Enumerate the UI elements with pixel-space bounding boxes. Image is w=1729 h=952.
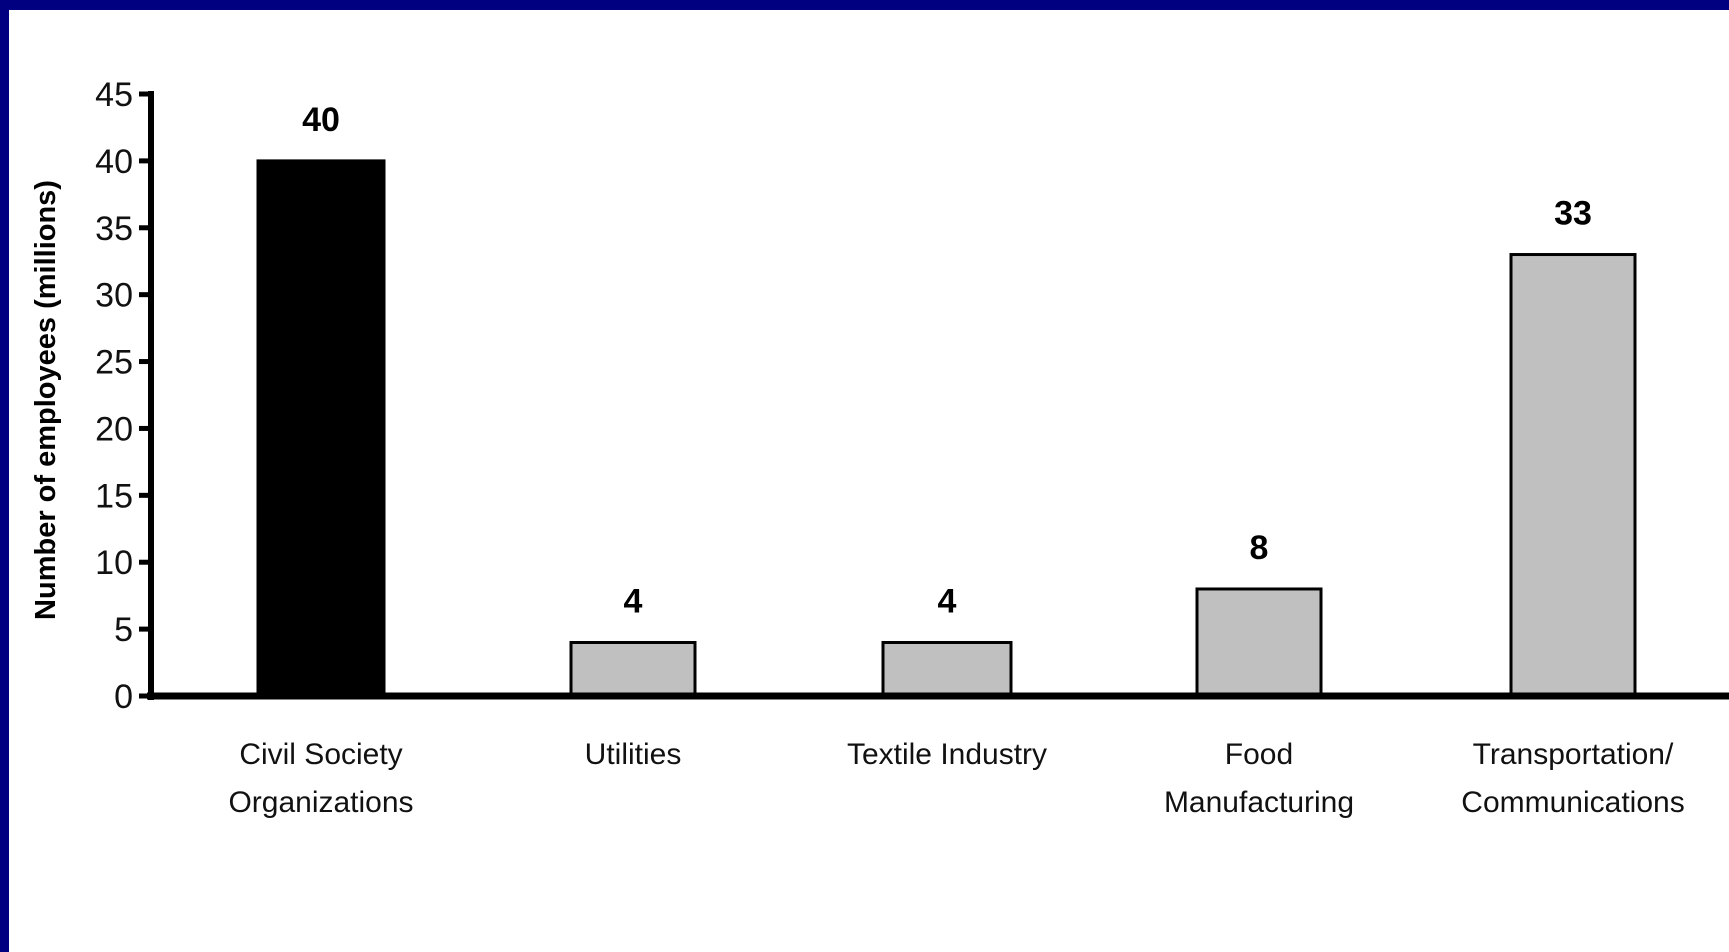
x-category-label: Transportation/Communications	[1461, 738, 1684, 819]
x-category-label-line: Utilities	[585, 738, 682, 771]
x-category-label: Civil Society Organizations	[228, 738, 413, 819]
y-tick-label: 40	[95, 143, 133, 181]
y-axis-title: Number of employees (millions)	[30, 180, 62, 620]
data-label: 4	[624, 582, 643, 620]
bars-group	[256, 159, 1637, 698]
y-tick-label: 0	[114, 678, 133, 716]
bar	[569, 640, 697, 698]
bar	[881, 640, 1013, 698]
y-ticks-group: 0 5 10 15 20 25 30 35 40 45	[95, 76, 151, 716]
y-tick-label: 20	[95, 410, 133, 448]
x-category-label: Food Manufacturing	[1164, 738, 1354, 819]
data-label: 8	[1250, 529, 1269, 567]
y-tick-label: 10	[95, 544, 133, 582]
y-tick-label: 15	[95, 477, 133, 515]
axes-group	[147, 91, 1729, 700]
x-category-label-line: Organizations	[228, 786, 413, 819]
y-tick-label: 5	[114, 611, 133, 649]
x-category-label-line: Food	[1225, 738, 1293, 771]
y-tick-label: 30	[95, 277, 133, 315]
category-labels-group: Civil Society Organizations Utilities Texti…	[228, 738, 1684, 819]
bar	[1195, 587, 1323, 698]
x-category-label-line: Manufacturing	[1164, 786, 1354, 819]
y-tick-label: 45	[95, 76, 133, 114]
x-category-label: Utilities	[585, 738, 682, 771]
data-label: 33	[1554, 195, 1592, 233]
bar-chart: 0 5 10 15 20 25 30 35 40 45 40 4 4 8 33 Civil Society…	[30, 76, 1729, 819]
chart-frame: 0 5 10 15 20 25 30 35 40 45 40 4 4 8 33 Civil Society…	[9, 10, 1729, 952]
y-tick-label: 35	[95, 210, 133, 248]
x-category-label-line: Communications	[1461, 786, 1684, 819]
x-category-label-line: Transportation/	[1473, 738, 1674, 771]
data-labels-group: 40 4 4 8 33	[302, 101, 1592, 621]
x-category-label-line: Textile Industry	[847, 738, 1047, 771]
x-category-label-line: Civil Society	[239, 738, 402, 771]
bar	[256, 159, 386, 698]
data-label: 4	[938, 582, 957, 620]
y-tick-label: 25	[95, 344, 133, 382]
x-category-label: Textile Industry	[847, 738, 1047, 771]
data-label: 40	[302, 101, 340, 139]
bar	[1509, 253, 1637, 698]
